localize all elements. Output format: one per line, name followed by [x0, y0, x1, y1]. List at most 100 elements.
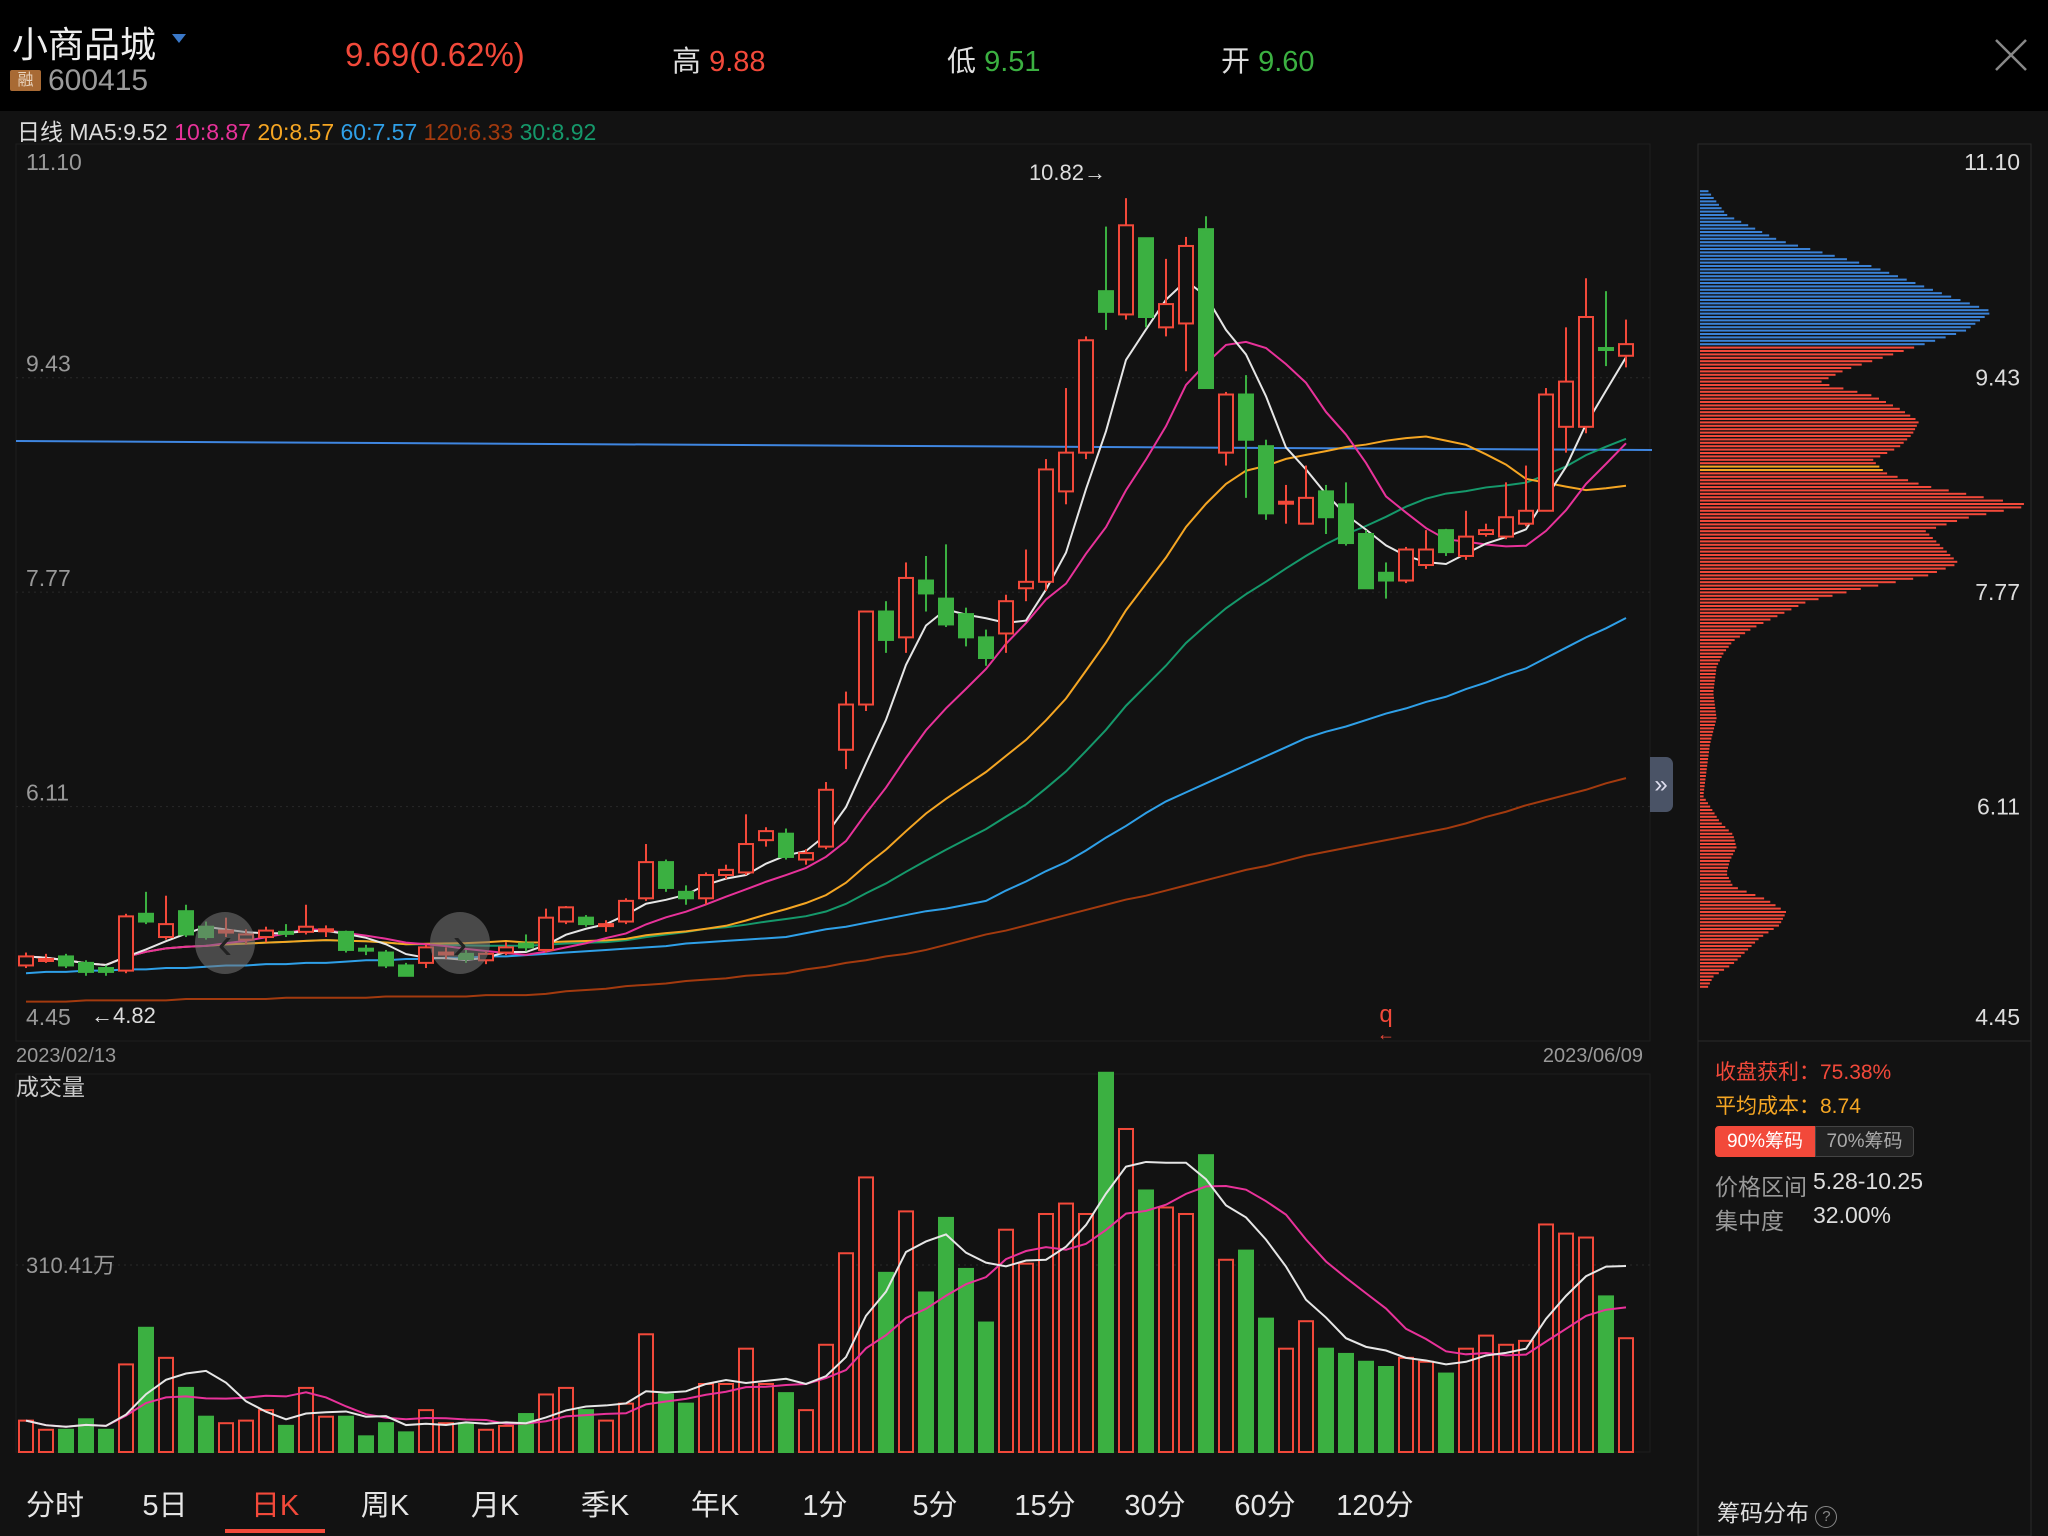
chip-bar: [1700, 401, 1886, 403]
candle-down: [1198, 228, 1214, 390]
tab-分时[interactable]: 分时: [25, 1490, 84, 1522]
chip-bar: [1700, 754, 1709, 757]
help-icon[interactable]: ?: [1815, 1506, 1838, 1528]
end-date: 2023/06/09: [1543, 1045, 1643, 1067]
chip-bar: [1700, 771, 1707, 774]
tab-5分[interactable]: 5分: [912, 1490, 958, 1522]
event-marker[interactable]: q: [1379, 1001, 1392, 1028]
chip-bar: [1700, 577, 1914, 580]
chip-bar: [1700, 533, 1930, 536]
close-icon[interactable]: [1994, 38, 2028, 72]
volume-bar: [798, 1409, 814, 1454]
ma30-value: 30:8.92: [519, 119, 597, 145]
footer-label: 筹码分布: [1717, 1500, 1809, 1526]
tab-年K[interactable]: 年K: [690, 1490, 740, 1522]
candle-up: [738, 843, 754, 874]
chip-bar: [1700, 316, 1985, 318]
tab-周K[interactable]: 周K: [360, 1490, 410, 1522]
candle-up: [818, 788, 834, 848]
chip-bar: [1700, 407, 1900, 410]
chip-bar: [1700, 894, 1756, 896]
tab-120分[interactable]: 120分: [1336, 1490, 1414, 1522]
chip-bar: [1700, 418, 1916, 420]
chip-axis-label: 9.43: [1975, 365, 2020, 391]
chip-bar: [1700, 523, 1947, 526]
volume-bar: [1038, 1212, 1054, 1453]
candle-down: [658, 861, 674, 889]
volume-bar: [1278, 1347, 1294, 1454]
tab-30分[interactable]: 30分: [1124, 1490, 1186, 1522]
candle-up: [1218, 393, 1234, 454]
concentration: 集中度 32.00%: [1715, 1202, 1891, 1236]
chip-bar: [1700, 288, 1933, 291]
chip-bar: [1700, 605, 1799, 607]
chip-bar: [1700, 472, 1888, 475]
volume-bar: [418, 1409, 434, 1454]
chip-bar: [1700, 312, 1990, 315]
chevron-right-icon[interactable]: ›: [430, 912, 490, 974]
tab-1分[interactable]: 1分: [802, 1490, 848, 1522]
chip-bar: [1700, 710, 1716, 713]
candle-down: [78, 961, 94, 973]
tab-5日[interactable]: 5日: [142, 1490, 188, 1522]
candle-down: [918, 579, 934, 595]
triangle-down-icon[interactable]: [172, 34, 186, 43]
volume-bar: [1398, 1356, 1414, 1453]
chip-bar: [1700, 707, 1716, 709]
chip-bar: [1700, 367, 1852, 369]
chevron-left-icon[interactable]: ‹: [195, 912, 255, 974]
chip-bar: [1700, 873, 1728, 876]
candle-up: [698, 874, 714, 900]
tab-月K[interactable]: 月K: [470, 1490, 520, 1522]
tab-15分[interactable]: 15分: [1014, 1490, 1076, 1522]
volume-bar: [838, 1252, 854, 1454]
candle-up: [1058, 451, 1074, 493]
chip-bar: [1700, 849, 1735, 852]
header: 小商品城 融 600415 9.69(0.62%) 高 9.88 低 9.51 …: [0, 0, 2048, 111]
chip-bar: [1700, 948, 1749, 951]
candle-down: [1358, 533, 1374, 590]
tab-季K[interactable]: 季K: [580, 1490, 630, 1522]
volume-bar: [1598, 1295, 1614, 1453]
chip-bar: [1700, 737, 1712, 740]
period-label: 日线: [17, 119, 63, 145]
candle-up: [1458, 535, 1474, 557]
double-chevron-right-icon[interactable]: »: [1650, 757, 1673, 812]
volume-bar: [918, 1291, 934, 1454]
tab-60分[interactable]: 60分: [1234, 1490, 1296, 1522]
tab-日K[interactable]: 日K: [250, 1490, 300, 1522]
chip-distribution-footer[interactable]: 筹码分布 ?: [1717, 1494, 1838, 1528]
volume-bar: [738, 1347, 754, 1454]
chip-bar: [1700, 564, 1955, 567]
chip-bar: [1700, 625, 1757, 628]
chip-bar: [1700, 217, 1735, 220]
chip-bar: [1700, 441, 1904, 444]
candle-up: [1118, 224, 1134, 316]
chip-bar: [1700, 615, 1778, 618]
chip-bar: [1700, 819, 1719, 822]
candle-down: [1258, 445, 1274, 515]
volume-bar: [938, 1216, 954, 1454]
volume-bar: [318, 1415, 334, 1453]
chip-bar: [1700, 271, 1890, 274]
chip-bar: [1700, 860, 1730, 862]
chip-bar: [1700, 193, 1712, 196]
chip-bar: [1700, 832, 1733, 835]
volume-bar: [538, 1393, 554, 1453]
chip-bar: [1700, 404, 1893, 407]
chip-bar: [1700, 877, 1729, 879]
open-value: 9.60: [1258, 46, 1315, 78]
start-date: 2023/02/13: [16, 1045, 116, 1067]
chip-90-button[interactable]: 90%筹码: [1715, 1126, 1815, 1157]
chip-bar: [1700, 516, 1969, 519]
chip-70-button[interactable]: 70%筹码: [1815, 1126, 1914, 1157]
event-marker-arrow: ←: [1377, 1024, 1395, 1044]
volume-bar: [1358, 1360, 1374, 1453]
chip-bar: [1700, 941, 1756, 944]
low-label: 低: [947, 46, 977, 78]
volume-bar: [1438, 1372, 1454, 1453]
chip-bar: [1700, 900, 1771, 903]
stock-name[interactable]: 小商品城: [12, 24, 157, 65]
chip-bar: [1700, 666, 1717, 669]
